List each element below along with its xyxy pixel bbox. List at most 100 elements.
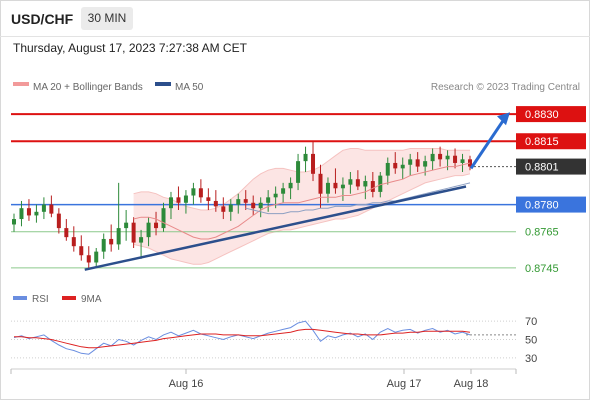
candle-body (124, 222, 129, 229)
candle-body (311, 153, 316, 174)
candle-body (19, 208, 24, 220)
level-label-0-8780: 0.8780 (525, 200, 559, 212)
candle-body (303, 153, 308, 162)
level-labels-layer: 0.8830 0.8815 0.8801 0.8780 0.8765 0.8745 (516, 106, 586, 275)
x-tick-label: Aug 18 (454, 378, 489, 390)
rsi-legend-swatch (13, 296, 27, 300)
candle-body (41, 204, 46, 212)
trendline (84, 185, 467, 271)
rsi-tick-label: 50 (525, 335, 537, 347)
candle-body (12, 219, 16, 225)
candle-body (49, 204, 54, 214)
ma-bb-legend-swatch (13, 82, 29, 86)
candle-body (266, 197, 271, 203)
candle-body (296, 161, 301, 183)
candle-body (116, 228, 121, 245)
bollinger-upper-line (133, 148, 470, 211)
copyright-text: Research © 2023 Trading Central (431, 82, 580, 93)
candle-body (34, 211, 39, 216)
x-tick-label: Aug 17 (387, 378, 422, 390)
ma9-line (14, 328, 471, 349)
candle-body (348, 179, 353, 185)
candle-body (415, 159, 420, 167)
candle-body (213, 200, 218, 207)
ma9-legend-label: 9MA (81, 294, 102, 305)
x-ticks-layer: Aug 16 Aug 17 Aug 18 (10, 369, 517, 390)
candle-body (94, 251, 99, 263)
bollinger-lower-line (133, 173, 471, 265)
candle-body (430, 153, 435, 162)
candle-body (273, 193, 278, 198)
candle-body (243, 199, 248, 203)
candle-body (340, 184, 345, 189)
candle-body (221, 206, 226, 212)
x-tick-label: Aug 16 (169, 378, 204, 390)
candle-body (26, 208, 31, 216)
candle-body (318, 173, 323, 194)
candle-body (378, 175, 383, 192)
candle-body (71, 237, 76, 247)
candle-body (423, 161, 428, 167)
candle-body (438, 153, 443, 160)
level-box-0-8815 (516, 133, 586, 150)
level-label-0-8745: 0.8745 (525, 263, 559, 275)
candle-body (400, 164, 405, 169)
candle-body (288, 182, 293, 189)
level-label-0-8815: 0.8815 (525, 136, 559, 148)
rsi-line (13, 320, 471, 355)
projection-arrow-head (497, 112, 510, 126)
candle-body (191, 188, 196, 196)
candle-body (393, 162, 398, 169)
level-box-0-8801 (516, 158, 586, 175)
header-divider (0, 36, 590, 37)
candle-body (86, 255, 91, 263)
candle-body (333, 182, 338, 189)
symbol-title: USD/CHF (11, 11, 74, 27)
candle-body (281, 188, 286, 194)
projection-arrow-shaft (469, 118, 506, 170)
ma50-line (245, 182, 471, 215)
ma-bb-legend-label: MA 20 + Bollinger Bands (33, 82, 143, 93)
rsi-tick-label: 30 (525, 353, 537, 365)
rsi-tick-label: 70 (525, 316, 537, 328)
rsi-legend-label: RSI (32, 294, 49, 305)
level-box-0-8780 (516, 196, 586, 213)
ma9-legend-swatch (62, 296, 76, 300)
candles-layer (12, 141, 472, 270)
candle-body (236, 199, 241, 205)
candle-body (408, 159, 413, 165)
candle-body (176, 197, 181, 203)
timestamp: Thursday, August 17, 2023 7:27:38 AM CET (13, 41, 247, 55)
candle-body (146, 222, 151, 238)
candle-body (168, 197, 173, 209)
candle-body (385, 162, 390, 176)
header: USD/CHF 30 MIN (0, 0, 590, 36)
timeframe-badge[interactable]: 30 MIN (81, 7, 133, 30)
candle-body (109, 238, 114, 245)
level-label-0-8801: 0.8801 (525, 162, 559, 174)
candle-body (445, 155, 450, 160)
bollinger-band-layer (133, 148, 471, 265)
candle-body (206, 197, 211, 201)
candle-body (468, 159, 472, 167)
candle-body (258, 202, 263, 209)
candle-body (131, 222, 136, 243)
level-label-0-8830: 0.8830 (525, 109, 559, 121)
candle-body (161, 208, 166, 229)
candle-body (355, 179, 360, 187)
level-box-0-8830 (516, 106, 586, 123)
level-label-0-8765: 0.8765 (525, 227, 559, 239)
candle-body (198, 188, 203, 198)
candle-body (370, 181, 375, 192)
candle-body (453, 155, 458, 163)
candle-body (228, 204, 233, 212)
ma50-legend-label: MA 50 (175, 82, 204, 93)
candle-body (363, 181, 368, 187)
ma20-line (133, 162, 471, 240)
candle-body (101, 238, 106, 252)
candle-body (56, 213, 61, 229)
rsi-layer: 70 50 30 (11, 316, 537, 365)
indicator-lines-layer (84, 112, 510, 271)
candle-body (64, 228, 69, 238)
